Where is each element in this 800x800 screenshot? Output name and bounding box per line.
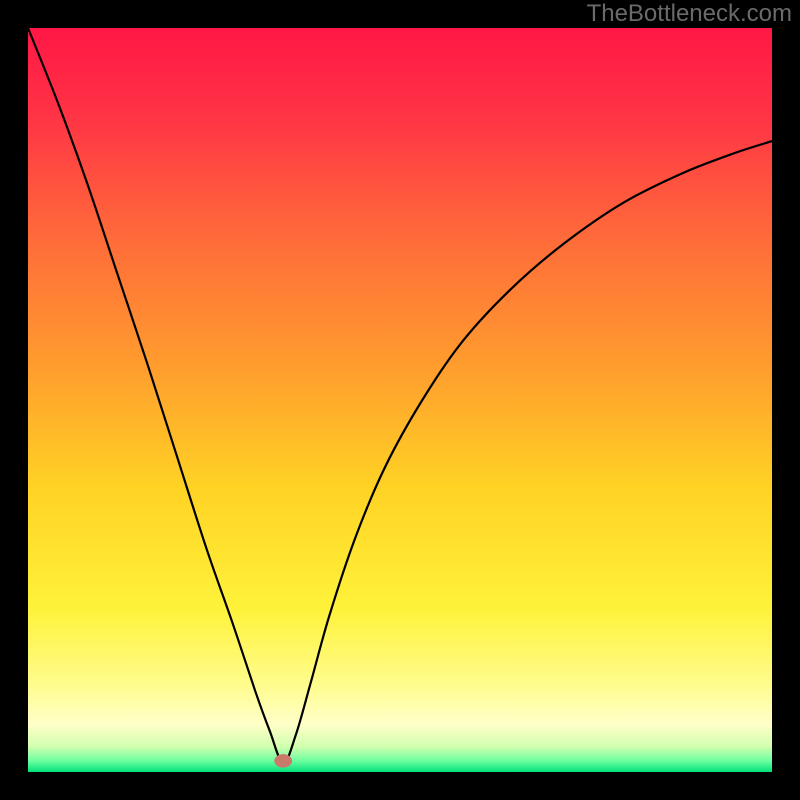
chart-root: { "watermark": { "text": "TheBottleneck.… xyxy=(0,0,800,800)
plot-frame xyxy=(28,28,772,772)
bottleneck-curve-chart xyxy=(28,28,772,772)
min-point-marker xyxy=(274,754,292,767)
watermark-text: TheBottleneck.com xyxy=(587,0,792,28)
bottleneck-curve-line xyxy=(28,28,772,763)
